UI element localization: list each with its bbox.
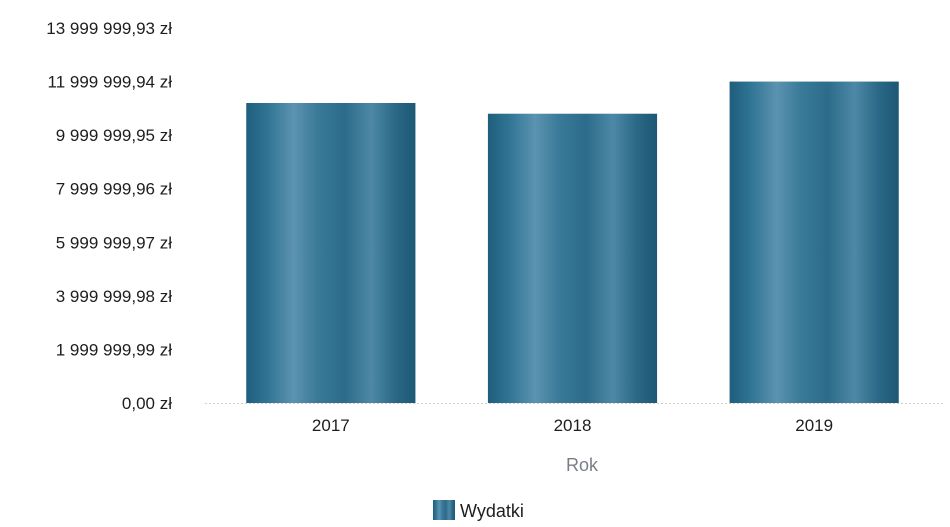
legend-label: Wydatki [460,501,524,521]
y-tick-label: 5 999 999,97 zł [56,233,172,252]
x-tick-label: 2018 [554,416,592,435]
y-tick-label: 11 999 999,94 zł [48,73,173,92]
y-tick-label: 1 999 999,99 zł [56,340,172,359]
y-tick-label: 7 999 999,96 zł [56,180,172,199]
bar-2019[interactable] [729,81,899,404]
x-axis-title: Rok [566,455,599,475]
y-tick-label: 3 999 999,98 zł [56,287,172,306]
x-tick-label: 2019 [795,416,833,435]
y-tick-label: 9 999 999,95 zł [56,126,172,145]
bars-group [246,81,899,404]
y-axis-tick-labels: 0,00 zł 1 999 999,99 zł 3 999 999,98 zł 5 9… [46,19,172,413]
bar-2017[interactable] [246,103,416,403]
bar-2018[interactable] [487,113,658,403]
x-tick-label: 2017 [312,416,350,435]
y-tick-label: 13 999 999,93 zł [46,19,172,38]
legend-swatch [433,500,455,520]
legend[interactable]: Wydatki [433,500,524,521]
y-tick-label: 0,00 zł [122,394,172,413]
x-axis-tick-labels: 2017 2018 2019 [312,416,833,435]
